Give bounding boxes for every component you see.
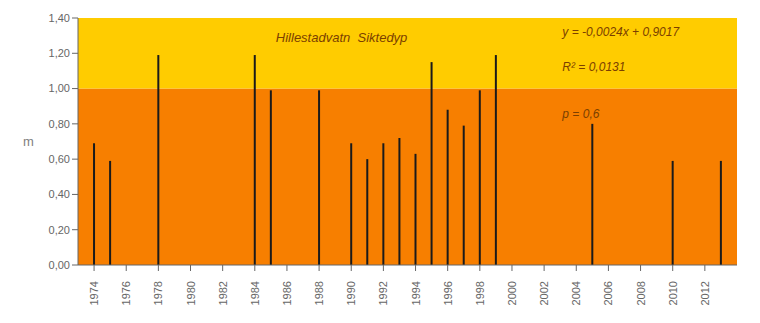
- html-text:p = 0,6: p = 0,6: [562, 106, 600, 121]
- html-text:R² = 0,0131: R² = 0,0131: [562, 60, 626, 74]
- svg-text:1980: 1980: [185, 281, 197, 305]
- svg-text:1988: 1988: [313, 281, 325, 305]
- svg-text:1986: 1986: [281, 281, 293, 305]
- svg-text:0,00: 0,00: [49, 259, 70, 271]
- svg-text:2010: 2010: [667, 281, 679, 305]
- svg-text:1974: 1974: [88, 281, 100, 305]
- svg-text:1998: 1998: [474, 281, 486, 305]
- svg-text:1,20: 1,20: [49, 47, 70, 59]
- svg-text:1992: 1992: [377, 281, 389, 305]
- svg-text:1,00: 1,00: [49, 82, 70, 94]
- svg-text:1990: 1990: [345, 281, 357, 305]
- html-text:Hillestadvatn Siktedyp: Hillestadvatn Siktedyp: [275, 30, 408, 46]
- svg-text:2012: 2012: [699, 281, 711, 305]
- svg-text:0,80: 0,80: [49, 118, 70, 130]
- svg-text:0,60: 0,60: [49, 153, 70, 165]
- svg-text:1982: 1982: [217, 281, 229, 305]
- svg-text:0,40: 0,40: [49, 188, 70, 200]
- svg-text:2000: 2000: [506, 281, 518, 305]
- svg-text:2008: 2008: [635, 281, 647, 305]
- svg-text:1978: 1978: [152, 281, 164, 305]
- svg-text:1,40: 1,40: [49, 12, 70, 24]
- svg-text:1996: 1996: [442, 281, 454, 305]
- svg-text:2002: 2002: [538, 281, 550, 305]
- svg-text:m: m: [23, 134, 34, 149]
- svg-text:0,20: 0,20: [49, 224, 70, 236]
- svg-text:2006: 2006: [602, 281, 614, 305]
- svg-text:1994: 1994: [410, 281, 422, 305]
- svg-text:2004: 2004: [570, 281, 582, 305]
- svg-text:1976: 1976: [120, 281, 132, 305]
- html-text:y = -0,0024x + 0,9017: y = -0,0024x + 0,9017: [562, 25, 680, 40]
- svg-text:1984: 1984: [249, 281, 261, 305]
